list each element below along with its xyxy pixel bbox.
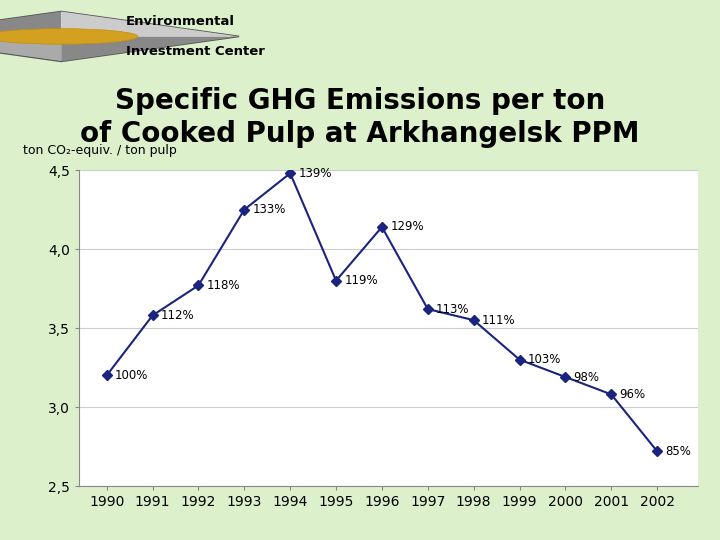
Text: Investment Center: Investment Center [126,44,265,58]
Text: 103%: 103% [528,353,561,366]
Text: 139%: 139% [299,167,332,180]
Text: Specific GHG Emissions per ton
of Cooked Pulp at Arkhangelsk PPM: Specific GHG Emissions per ton of Cooked… [80,87,640,148]
Text: 113%: 113% [436,302,469,315]
Polygon shape [61,36,239,62]
Polygon shape [61,11,239,36]
Text: 100%: 100% [115,369,148,382]
Text: 118%: 118% [207,279,240,292]
Text: 133%: 133% [253,203,286,216]
Text: Environmental: Environmental [126,15,235,29]
Text: 112%: 112% [161,309,194,322]
Text: 98%: 98% [574,370,600,383]
Text: ton CO₂-equiv. / ton pulp: ton CO₂-equiv. / ton pulp [24,145,177,158]
Circle shape [0,29,138,44]
Text: 85%: 85% [665,445,691,458]
Polygon shape [0,11,239,62]
Polygon shape [0,36,61,62]
Text: 129%: 129% [390,220,424,233]
Polygon shape [0,11,61,36]
Text: 119%: 119% [344,274,378,287]
Text: 96%: 96% [619,388,646,401]
Text: 111%: 111% [482,314,516,327]
